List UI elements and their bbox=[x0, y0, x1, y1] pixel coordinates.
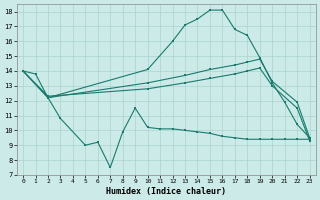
X-axis label: Humidex (Indice chaleur): Humidex (Indice chaleur) bbox=[106, 187, 226, 196]
